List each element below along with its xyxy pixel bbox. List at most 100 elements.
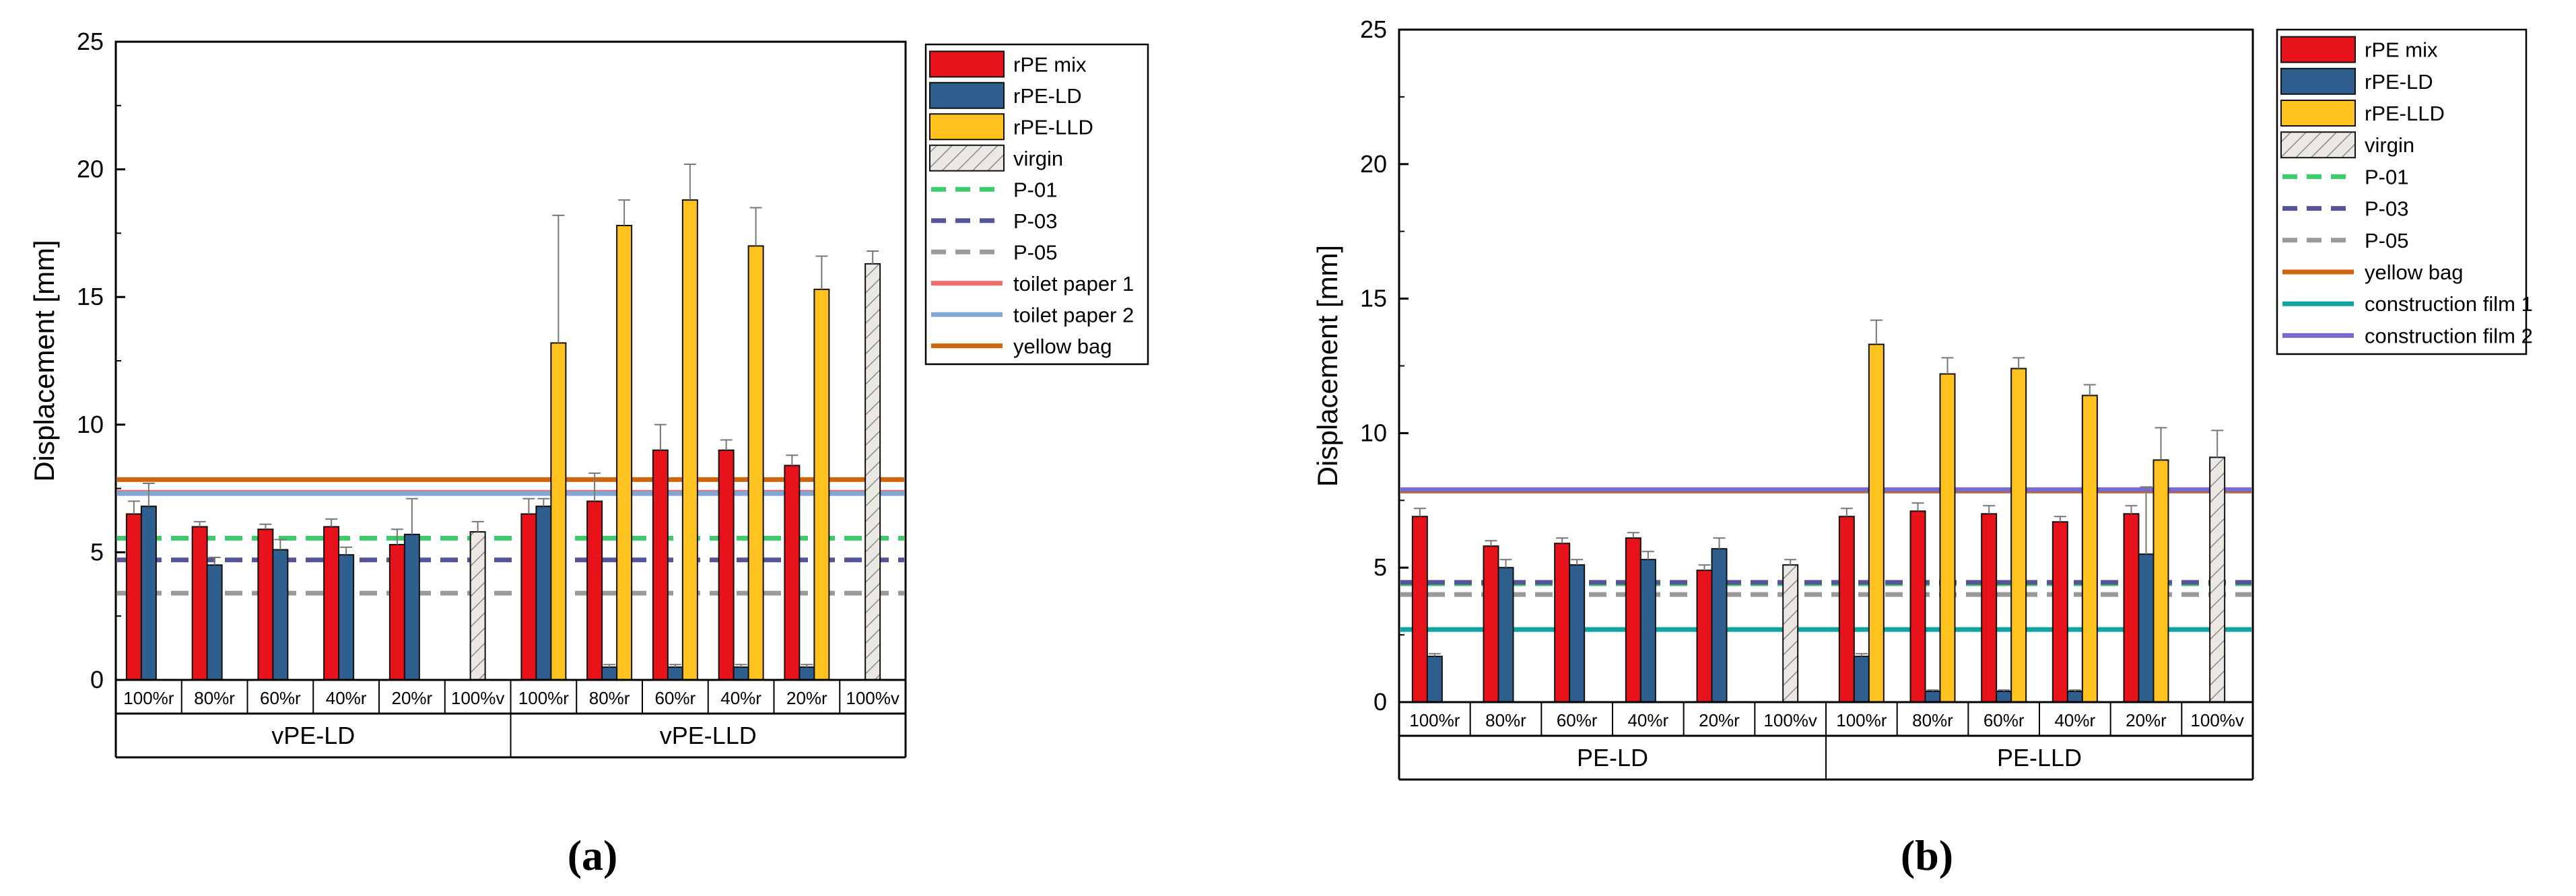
bar-rpe-lld [1868,343,1885,703]
bar-rpe-mix [2052,521,2068,703]
bar-rpe-mix [1696,570,1713,703]
bar-rpe-mix [323,526,340,681]
x-tick-label: 20%r [2126,710,2167,730]
y-tick-label: 25 [77,28,104,55]
bar-rpe-ld [667,666,683,681]
x-tick-label: 60%r [1557,710,1598,730]
legend-label: P-01 [1013,178,1057,201]
x-tick-label: 80%r [194,688,235,708]
legend-swatch [929,50,1005,78]
legend-label: rPE mix [2365,38,2438,62]
bar-rpe-lld [681,199,698,681]
x-tick-label: 20%r [1699,710,1740,730]
legend-swatch [2280,36,2356,63]
bar-rpe-lld [2010,368,2027,703]
bar-rpe-lld [2081,394,2098,703]
legend-label: rPE-LD [1013,84,1082,108]
bar-rpe-lld [550,342,567,681]
bar-rpe-ld [206,564,223,681]
bar-rpe-ld [1497,567,1514,703]
legend-swatch [929,81,1005,109]
bar-rpe-ld [140,506,157,681]
bar-rpe-mix [1625,537,1641,703]
y-tick-label: 10 [1360,419,1387,446]
legend-label: rPE mix [1013,53,1087,76]
x-tick-label: 60%r [655,688,696,708]
bar-rpe-mix [125,513,142,681]
x-tick-label: 40%r [326,688,367,708]
x-tick-label: 20%r [786,688,827,708]
bar-virgin [1782,564,1799,703]
legend-label: P-01 [2365,165,2408,188]
y-tick-label: 10 [77,411,104,438]
group-label: vPE-LLD [660,722,757,749]
bar-rpe-ld [403,533,420,681]
bar-rpe-mix [1483,545,1499,703]
bar-rpe-mix [257,528,274,681]
bar-rpe-ld [1426,656,1443,703]
legend-label: rPE-LLD [2365,102,2445,125]
bar-rpe-ld [535,506,552,681]
x-tick-label: 100%v [846,688,900,708]
y-tick-label: 15 [77,283,104,310]
legend-swatch [929,144,1005,172]
x-tick-label: 100%r [1836,710,1887,730]
y-tick-label: 5 [90,538,104,565]
bar-rpe-mix [652,449,669,681]
bar-rpe-mix [191,526,208,681]
bar-rpe-ld [272,549,289,681]
y-axis-label: Displacement [mm] [28,240,60,481]
panel-label: (b) [1901,831,1953,879]
x-tick-label: 40%r [720,688,761,708]
x-tick-label: 80%r [589,688,630,708]
x-tick-label: 40%r [2054,710,2095,730]
bar-virgin [469,531,486,681]
x-tick-label: 100%r [518,688,569,708]
bar-rpe-lld [1939,373,1956,703]
legend-label: yellow bag [1013,335,1112,358]
x-tick-label: 100%v [451,688,505,708]
bar-rpe-mix [1838,516,1855,703]
legend-label: P-05 [2365,229,2408,252]
legend-label: construction film 1 [2365,292,2533,316]
bar-rpe-mix [586,500,603,681]
legend-label: virgin [1013,147,1063,170]
bar-rpe-ld [1924,691,1941,703]
bar-rpe-lld [616,225,633,681]
bar-rpe-ld [1569,564,1586,703]
legend-label: yellow bag [2365,261,2463,284]
group-label: vPE-LD [271,722,355,749]
legend-label: rPE-LD [2365,70,2433,94]
legend-swatch [929,113,1005,141]
bar-rpe-ld [1996,691,2012,703]
bar-rpe-lld [2153,459,2169,703]
bar-rpe-mix [1411,516,1428,703]
legend-label: virgin [2365,133,2414,157]
x-tick-label: 80%r [1912,710,1953,730]
legend-label: P-05 [1013,240,1057,264]
x-tick-label: 40%r [1627,710,1668,730]
bar-virgin [2209,456,2226,703]
x-tick-label: 20%r [392,688,433,708]
legend-label: P-03 [1013,209,1057,233]
legend-label: construction film 2 [2365,324,2533,347]
bar-rpe-ld [1711,548,1728,703]
x-tick-label: 60%r [1984,710,2025,730]
x-tick-label: 100%v [2190,710,2244,730]
bar-rpe-mix [388,544,405,681]
legend-swatch [2280,131,2356,159]
x-tick-label: 100%v [1763,710,1817,730]
bar-rpe-mix [1981,513,1998,703]
bar-rpe-ld [338,554,355,681]
legend-swatch [2280,67,2356,95]
chart-b: 0 5 10 15 20 25 Displacement [mm] 100%r 80%r 60%r… [1312,15,2533,879]
bar-rpe-ld [1639,559,1656,703]
bar-rpe-ld [733,666,749,681]
bar-rpe-mix [1554,543,1571,703]
legend-label: rPE-LLD [1013,115,1093,139]
bar-rpe-ld [2066,691,2083,703]
y-tick-label: 0 [1374,688,1387,716]
y-axis-label: Displacement [mm] [1312,245,1343,487]
y-tick-label: 5 [1374,553,1387,581]
bar-rpe-lld [813,288,830,681]
